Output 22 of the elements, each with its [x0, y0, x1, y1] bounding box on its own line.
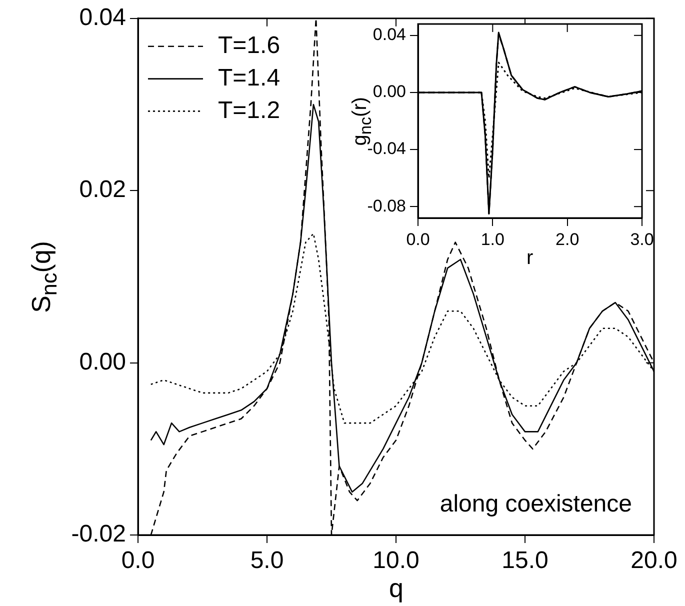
y-tick-label: 0.00: [372, 82, 406, 102]
annotation: along coexistence: [440, 490, 632, 518]
x-tick-label: 2.0: [556, 230, 580, 249]
y-tick-label: -0.08: [367, 196, 406, 216]
x-tick-label: 10.0: [372, 547, 420, 574]
y-tick-label: 0.04: [372, 25, 406, 44]
legend-label: T=1.6: [218, 32, 280, 60]
y-tick-label: -0.02: [71, 520, 126, 548]
x-tick-label: 1.0: [480, 230, 504, 249]
legend-label: T=1.4: [218, 64, 280, 92]
y-tick-label: 0.02: [79, 176, 126, 204]
y-tick-label: 0.04: [79, 4, 126, 32]
x-tick-label: 15.0: [502, 547, 548, 574]
legend-label: T=1.2: [218, 96, 280, 124]
x-tick-label: 3.0: [630, 230, 654, 249]
x-tick-label: 5.0: [250, 547, 284, 574]
x-axis-title: r: [526, 247, 534, 269]
y-tick-label: 0.00: [79, 348, 126, 376]
x-tick-label: 20.0: [630, 547, 678, 574]
x-axis-title: q: [389, 573, 404, 603]
x-tick-label: 0.0: [121, 547, 155, 574]
x-tick-label: 0.0: [406, 230, 430, 249]
